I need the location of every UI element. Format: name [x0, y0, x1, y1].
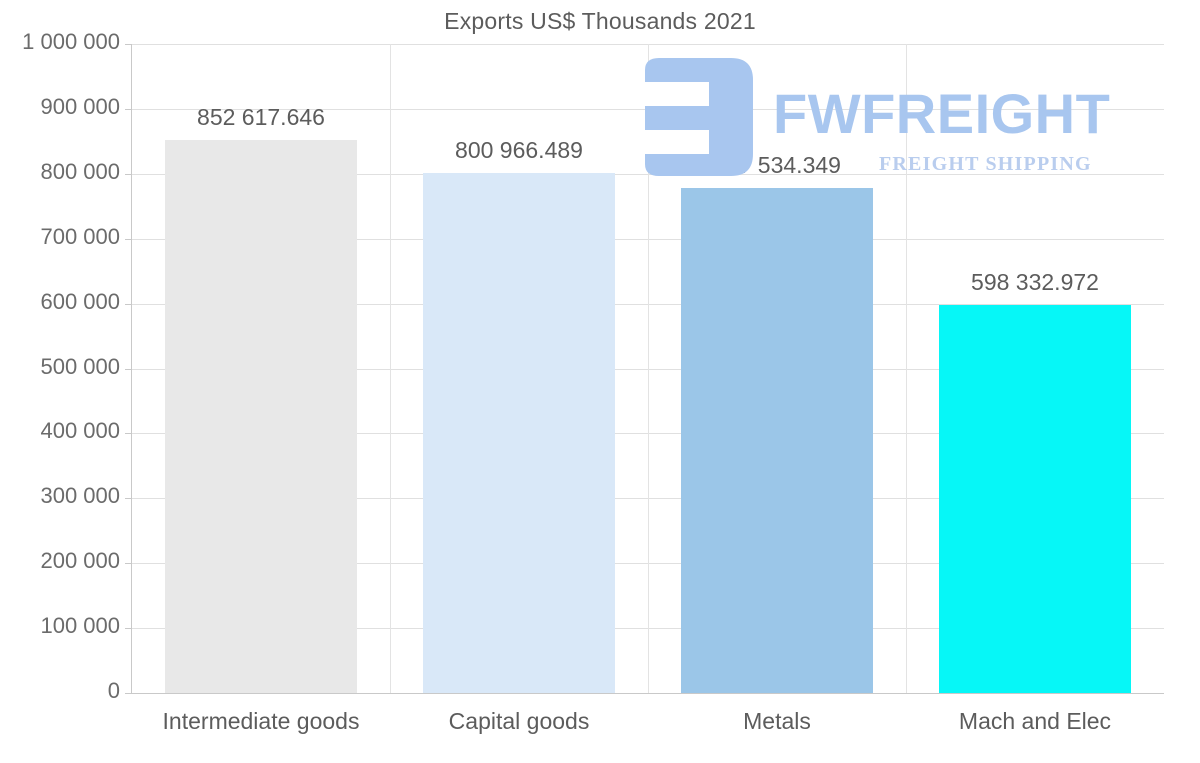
y-axis-tick — [125, 303, 132, 305]
bar[interactable] — [423, 173, 615, 693]
chart-title: Exports US$ Thousands 2021 — [444, 8, 756, 34]
y-axis-tick-label: 200 000 — [40, 548, 120, 574]
y-axis-tick — [125, 238, 132, 240]
bar[interactable] — [681, 188, 873, 693]
gridline-vertical — [390, 44, 391, 693]
y-axis-tick-label: 300 000 — [40, 483, 120, 509]
x-axis-category-label: Capital goods — [448, 708, 590, 734]
x-axis-line — [132, 693, 1164, 694]
y-axis-tick-label: 1 000 000 — [22, 29, 120, 54]
y-axis-tick-label: 400 000 — [40, 418, 120, 444]
bar[interactable] — [165, 139, 357, 693]
bar-value-label: 852 617.646 — [197, 103, 325, 130]
x-axis-category-label: Mach and Elec — [958, 708, 1112, 734]
y-axis-tick-label: 100 000 — [40, 613, 120, 639]
y-axis-tick-label: 800 000 — [40, 158, 120, 184]
y-axis-tick-label: 0 — [107, 678, 120, 703]
y-axis-tick — [125, 44, 132, 45]
x-axis-category-label: Metals — [743, 708, 811, 734]
y-axis-tick — [125, 498, 132, 500]
y-axis-tick — [125, 693, 132, 694]
y-axis-tick-label: 700 000 — [40, 223, 120, 249]
y-axis-tick-label: 500 000 — [40, 353, 120, 379]
y-axis-tick — [125, 433, 132, 435]
y-axis-tick — [125, 108, 132, 110]
y-axis-tick-label: 600 000 — [40, 288, 120, 314]
y-axis-tick-label: 900 000 — [40, 93, 120, 119]
bar-value-label: 777 534.349 — [713, 152, 841, 179]
bar-value-label: 598 332.972 — [971, 268, 1099, 295]
bar[interactable] — [939, 304, 1131, 693]
x-axis-category-label: Intermediate goods — [162, 708, 360, 734]
y-axis-tick — [125, 563, 132, 565]
gridline-vertical — [648, 44, 649, 693]
y-axis-tick — [125, 368, 132, 370]
y-axis-tick — [125, 173, 132, 175]
gridline-vertical — [906, 44, 907, 693]
bar-value-label: 800 966.489 — [455, 137, 583, 164]
y-axis-tick — [125, 628, 132, 630]
